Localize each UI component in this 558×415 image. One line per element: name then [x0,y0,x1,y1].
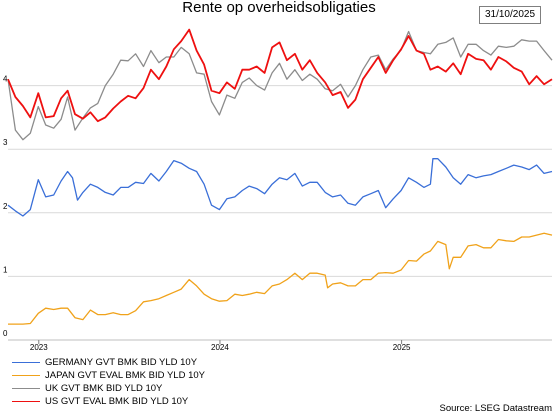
x-tick-label: 2024 [211,343,229,352]
legend: GERMANY GVT BMK BID YLD 10Y JAPAN GVT EV… [12,356,205,408]
legend-swatch-japan [12,375,40,376]
chart-title: Rente op overheidsobligaties [182,0,376,16]
gridlines [8,85,552,277]
axes [8,339,552,344]
x-tick-label: 2025 [393,343,411,352]
source-note: Source: LSEG Datastream [439,403,552,414]
legend-item-uk: UK GVT BMK BID YLD 10Y [12,382,205,395]
legend-label-uk: UK GVT BMK BID YLD 10Y [45,383,163,394]
y-tick-label: 0 [3,329,8,338]
legend-item-germany: GERMANY GVT BMK BID YLD 10Y [12,356,205,369]
y-tick-label: 4 [3,75,8,84]
legend-swatch-uk [12,388,40,389]
legend-label-us: US GVT EVAL BMK BID YLD 10Y [45,396,189,407]
series-line [7,28,553,123]
series-line [8,232,553,325]
tick-labels: 0 1 2 3 4 2023 2024 2025 [3,75,411,352]
legend-label-japan: JAPAN GVT EVAL BMK BID YLD 10Y [45,370,205,381]
y-tick-label: 1 [3,265,8,274]
y-tick-label: 2 [3,202,8,211]
legend-swatch-us [12,401,40,402]
legend-label-germany: GERMANY GVT BMK BID YLD 10Y [45,357,198,368]
series-lines [7,28,553,325]
y-tick-label: 3 [3,138,8,147]
date-label: 31/10/2025 [479,6,541,24]
legend-item-us: US GVT EVAL BMK BID YLD 10Y [12,395,205,408]
series-line [7,30,553,141]
legend-item-japan: JAPAN GVT EVAL BMK BID YLD 10Y [12,369,205,382]
x-tick-label: 2023 [30,343,48,352]
legend-swatch-germany [12,362,40,363]
series-line [7,158,553,217]
